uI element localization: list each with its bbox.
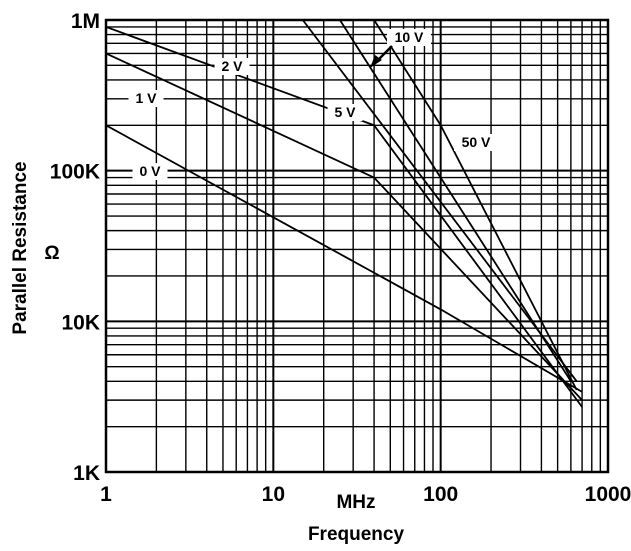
series-label-bg xyxy=(214,58,250,75)
series-label-bg xyxy=(454,134,498,151)
x-tick-label: 10 xyxy=(262,483,285,506)
y-tick-label: 10K xyxy=(61,311,100,334)
y-tick-label: 1M xyxy=(71,10,100,33)
series-label-bg xyxy=(387,29,431,46)
series-line xyxy=(339,19,572,382)
y-tick-label: 100K xyxy=(50,161,100,184)
series-label: 5 V xyxy=(334,104,356,120)
grid xyxy=(106,20,608,472)
x-tick-label: 1000 xyxy=(585,483,631,506)
series-labels: 0 V 1 V 2 V 5 V 10 V 50 V xyxy=(128,29,498,180)
y-axis-title: Parallel Resistance xyxy=(10,161,31,334)
series-line xyxy=(105,26,583,408)
series-label: 1 V xyxy=(135,90,157,106)
series-line xyxy=(302,19,578,382)
x-axis-unit: MHz xyxy=(336,492,375,513)
x-tick-label: 1 xyxy=(100,483,112,506)
x-tick-label: 100 xyxy=(423,483,458,506)
series-line xyxy=(373,19,578,391)
series-group xyxy=(105,19,583,408)
series-label: 10 V xyxy=(395,29,424,45)
series-label-bg xyxy=(132,163,168,180)
series-line xyxy=(105,52,583,401)
x-axis-title: Frequency xyxy=(308,524,405,545)
y-axis-unit: Ω xyxy=(44,243,59,264)
tick-labels: 1 10 100 1000 1K 10K 100K 1M xyxy=(50,10,631,506)
plot-background xyxy=(106,20,608,472)
label-leader-arrowhead xyxy=(370,55,382,68)
plot-frame xyxy=(104,18,610,474)
series-label-bg xyxy=(128,90,164,107)
series-line xyxy=(105,124,583,393)
y-tick-label: 1K xyxy=(73,462,100,485)
series-label: 2 V xyxy=(221,58,243,74)
series-label-bg xyxy=(327,104,363,121)
series-label: 0 V xyxy=(139,163,161,179)
series-label: 50 V xyxy=(462,134,491,150)
